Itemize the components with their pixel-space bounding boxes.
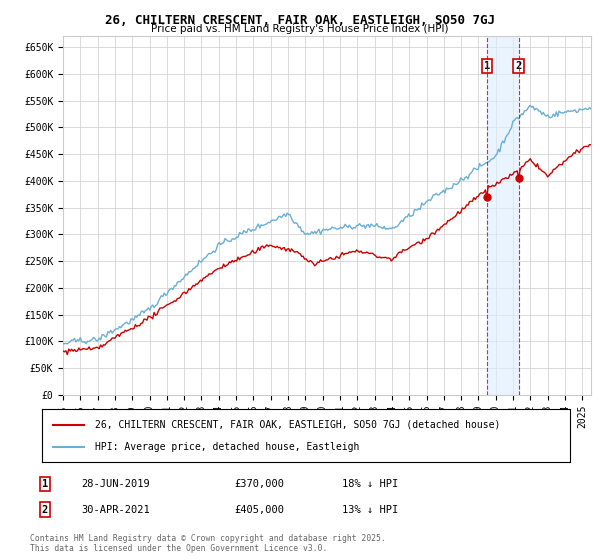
Text: Contains HM Land Registry data © Crown copyright and database right 2025.
This d: Contains HM Land Registry data © Crown c… — [30, 534, 386, 553]
Text: Price paid vs. HM Land Registry's House Price Index (HPI): Price paid vs. HM Land Registry's House … — [151, 24, 449, 34]
Text: 2: 2 — [42, 505, 48, 515]
Text: 1: 1 — [484, 61, 490, 71]
Text: 30-APR-2021: 30-APR-2021 — [81, 505, 150, 515]
Text: HPI: Average price, detached house, Eastleigh: HPI: Average price, detached house, East… — [95, 442, 359, 452]
Bar — [487, 36, 519, 395]
Text: 26, CHILTERN CRESCENT, FAIR OAK, EASTLEIGH, SO50 7GJ: 26, CHILTERN CRESCENT, FAIR OAK, EASTLEI… — [105, 14, 495, 27]
Text: £370,000: £370,000 — [234, 479, 284, 489]
Text: 2: 2 — [515, 61, 522, 71]
Text: 13% ↓ HPI: 13% ↓ HPI — [342, 505, 398, 515]
Text: 28-JUN-2019: 28-JUN-2019 — [81, 479, 150, 489]
Text: 26, CHILTERN CRESCENT, FAIR OAK, EASTLEIGH, SO50 7GJ (detached house): 26, CHILTERN CRESCENT, FAIR OAK, EASTLEI… — [95, 420, 500, 430]
Text: 1: 1 — [42, 479, 48, 489]
Text: £405,000: £405,000 — [234, 505, 284, 515]
Text: 18% ↓ HPI: 18% ↓ HPI — [342, 479, 398, 489]
